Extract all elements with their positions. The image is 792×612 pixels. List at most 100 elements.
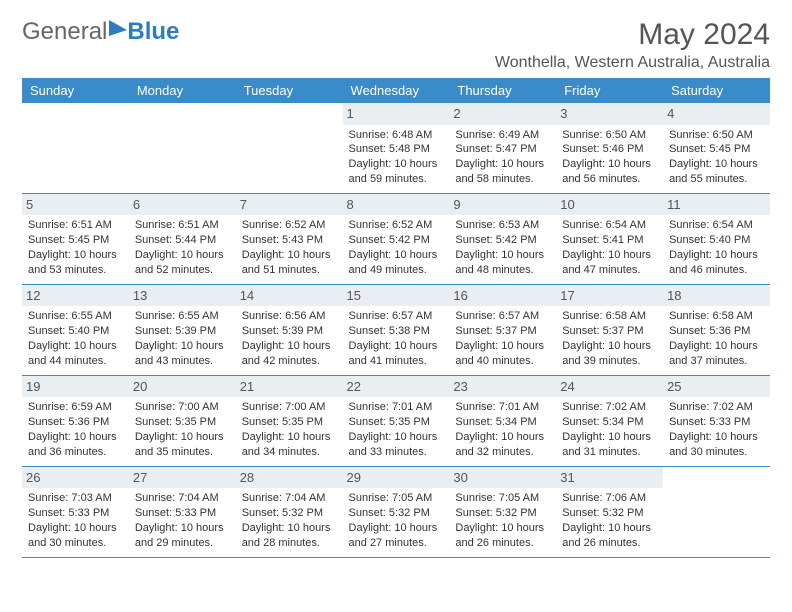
day-number: 23 [449, 376, 556, 398]
sunset-text: Sunset: 5:38 PM [349, 324, 444, 339]
day-number: 30 [449, 467, 556, 489]
day-header: Thursday [449, 78, 556, 103]
calendar-day-cell: 18Sunrise: 6:58 AMSunset: 5:36 PMDayligh… [663, 284, 770, 375]
daylight-text: Daylight: 10 hours and 51 minutes. [242, 248, 337, 278]
sunrise-text: Sunrise: 6:50 AM [562, 128, 657, 143]
day-number: 15 [343, 285, 450, 307]
sunrise-text: Sunrise: 6:55 AM [135, 309, 230, 324]
calendar-day-cell: 4Sunrise: 6:50 AMSunset: 5:45 PMDaylight… [663, 103, 770, 193]
brand-part1: General [22, 18, 107, 46]
sunrise-text: Sunrise: 7:00 AM [242, 400, 337, 415]
calendar-day-cell: 31Sunrise: 7:06 AMSunset: 5:32 PMDayligh… [556, 466, 663, 557]
sunrise-text: Sunrise: 6:54 AM [669, 218, 764, 233]
sunset-text: Sunset: 5:32 PM [349, 506, 444, 521]
sunrise-text: Sunrise: 7:01 AM [455, 400, 550, 415]
daylight-text: Daylight: 10 hours and 55 minutes. [669, 157, 764, 187]
calendar-day-cell: 23Sunrise: 7:01 AMSunset: 5:34 PMDayligh… [449, 375, 556, 466]
daylight-text: Daylight: 10 hours and 37 minutes. [669, 339, 764, 369]
daylight-text: Daylight: 10 hours and 43 minutes. [135, 339, 230, 369]
sunrise-text: Sunrise: 6:57 AM [349, 309, 444, 324]
sunset-text: Sunset: 5:35 PM [242, 415, 337, 430]
calendar-day-cell: 12Sunrise: 6:55 AMSunset: 5:40 PMDayligh… [22, 284, 129, 375]
calendar-day-cell: 29Sunrise: 7:05 AMSunset: 5:32 PMDayligh… [343, 466, 450, 557]
sunset-text: Sunset: 5:41 PM [562, 233, 657, 248]
calendar-week-row: 19Sunrise: 6:59 AMSunset: 5:36 PMDayligh… [22, 375, 770, 466]
daylight-text: Daylight: 10 hours and 59 minutes. [349, 157, 444, 187]
sunrise-text: Sunrise: 6:53 AM [455, 218, 550, 233]
sunrise-text: Sunrise: 6:50 AM [669, 128, 764, 143]
calendar-day-cell: 17Sunrise: 6:58 AMSunset: 5:37 PMDayligh… [556, 284, 663, 375]
sunset-text: Sunset: 5:33 PM [135, 506, 230, 521]
daylight-text: Daylight: 10 hours and 31 minutes. [562, 430, 657, 460]
calendar-table: Sunday Monday Tuesday Wednesday Thursday… [22, 78, 770, 558]
calendar-day-cell: 21Sunrise: 7:00 AMSunset: 5:35 PMDayligh… [236, 375, 343, 466]
calendar-day-cell: 30Sunrise: 7:05 AMSunset: 5:32 PMDayligh… [449, 466, 556, 557]
day-header: Saturday [663, 78, 770, 103]
calendar-day-cell: 2Sunrise: 6:49 AMSunset: 5:47 PMDaylight… [449, 103, 556, 193]
day-header: Tuesday [236, 78, 343, 103]
calendar-day-cell: 25Sunrise: 7:02 AMSunset: 5:33 PMDayligh… [663, 375, 770, 466]
calendar-day-cell: 28Sunrise: 7:04 AMSunset: 5:32 PMDayligh… [236, 466, 343, 557]
calendar-week-row: 1Sunrise: 6:48 AMSunset: 5:48 PMDaylight… [22, 103, 770, 193]
sunset-text: Sunset: 5:37 PM [562, 324, 657, 339]
calendar-body: 1Sunrise: 6:48 AMSunset: 5:48 PMDaylight… [22, 103, 770, 557]
brand-logo: General Blue [22, 18, 179, 46]
calendar-day-cell [129, 103, 236, 193]
daylight-text: Daylight: 10 hours and 53 minutes. [28, 248, 123, 278]
daylight-text: Daylight: 10 hours and 27 minutes. [349, 521, 444, 551]
sunset-text: Sunset: 5:33 PM [669, 415, 764, 430]
sunset-text: Sunset: 5:43 PM [242, 233, 337, 248]
header: General Blue May 2024 Wonthella, Western… [22, 18, 770, 72]
calendar-day-cell: 15Sunrise: 6:57 AMSunset: 5:38 PMDayligh… [343, 284, 450, 375]
sunset-text: Sunset: 5:39 PM [135, 324, 230, 339]
sunset-text: Sunset: 5:36 PM [669, 324, 764, 339]
sunrise-text: Sunrise: 6:58 AM [669, 309, 764, 324]
brand-triangle-icon [109, 20, 127, 36]
sunrise-text: Sunrise: 7:02 AM [562, 400, 657, 415]
sunrise-text: Sunrise: 6:52 AM [242, 218, 337, 233]
daylight-text: Daylight: 10 hours and 33 minutes. [349, 430, 444, 460]
daylight-text: Daylight: 10 hours and 29 minutes. [135, 521, 230, 551]
daylight-text: Daylight: 10 hours and 48 minutes. [455, 248, 550, 278]
day-number: 2 [449, 103, 556, 125]
calendar-day-cell [236, 103, 343, 193]
sunrise-text: Sunrise: 6:55 AM [28, 309, 123, 324]
day-number: 22 [343, 376, 450, 398]
sunrise-text: Sunrise: 6:58 AM [562, 309, 657, 324]
calendar-day-cell: 7Sunrise: 6:52 AMSunset: 5:43 PMDaylight… [236, 193, 343, 284]
day-number: 27 [129, 467, 236, 489]
calendar-day-cell: 5Sunrise: 6:51 AMSunset: 5:45 PMDaylight… [22, 193, 129, 284]
day-number: 26 [22, 467, 129, 489]
calendar-day-cell: 1Sunrise: 6:48 AMSunset: 5:48 PMDaylight… [343, 103, 450, 193]
sunrise-text: Sunrise: 7:06 AM [562, 491, 657, 506]
sunrise-text: Sunrise: 6:52 AM [349, 218, 444, 233]
location-subtitle: Wonthella, Western Australia, Australia [495, 54, 770, 72]
sunrise-text: Sunrise: 6:54 AM [562, 218, 657, 233]
sunrise-text: Sunrise: 7:04 AM [242, 491, 337, 506]
calendar-day-cell: 3Sunrise: 6:50 AMSunset: 5:46 PMDaylight… [556, 103, 663, 193]
calendar-day-cell: 11Sunrise: 6:54 AMSunset: 5:40 PMDayligh… [663, 193, 770, 284]
calendar-week-row: 5Sunrise: 6:51 AMSunset: 5:45 PMDaylight… [22, 193, 770, 284]
sunset-text: Sunset: 5:44 PM [135, 233, 230, 248]
sunrise-text: Sunrise: 6:56 AM [242, 309, 337, 324]
calendar-day-cell: 8Sunrise: 6:52 AMSunset: 5:42 PMDaylight… [343, 193, 450, 284]
calendar-day-cell [663, 466, 770, 557]
sunset-text: Sunset: 5:45 PM [669, 142, 764, 157]
sunset-text: Sunset: 5:34 PM [455, 415, 550, 430]
day-header-row: Sunday Monday Tuesday Wednesday Thursday… [22, 78, 770, 103]
calendar-day-cell [22, 103, 129, 193]
day-number: 14 [236, 285, 343, 307]
sunset-text: Sunset: 5:39 PM [242, 324, 337, 339]
calendar-day-cell: 19Sunrise: 6:59 AMSunset: 5:36 PMDayligh… [22, 375, 129, 466]
sunset-text: Sunset: 5:40 PM [669, 233, 764, 248]
sunrise-text: Sunrise: 6:51 AM [28, 218, 123, 233]
daylight-text: Daylight: 10 hours and 39 minutes. [562, 339, 657, 369]
sunset-text: Sunset: 5:40 PM [28, 324, 123, 339]
daylight-text: Daylight: 10 hours and 30 minutes. [669, 430, 764, 460]
day-number: 28 [236, 467, 343, 489]
day-number: 1 [343, 103, 450, 125]
daylight-text: Daylight: 10 hours and 44 minutes. [28, 339, 123, 369]
sunset-text: Sunset: 5:47 PM [455, 142, 550, 157]
sunrise-text: Sunrise: 6:59 AM [28, 400, 123, 415]
sunset-text: Sunset: 5:36 PM [28, 415, 123, 430]
